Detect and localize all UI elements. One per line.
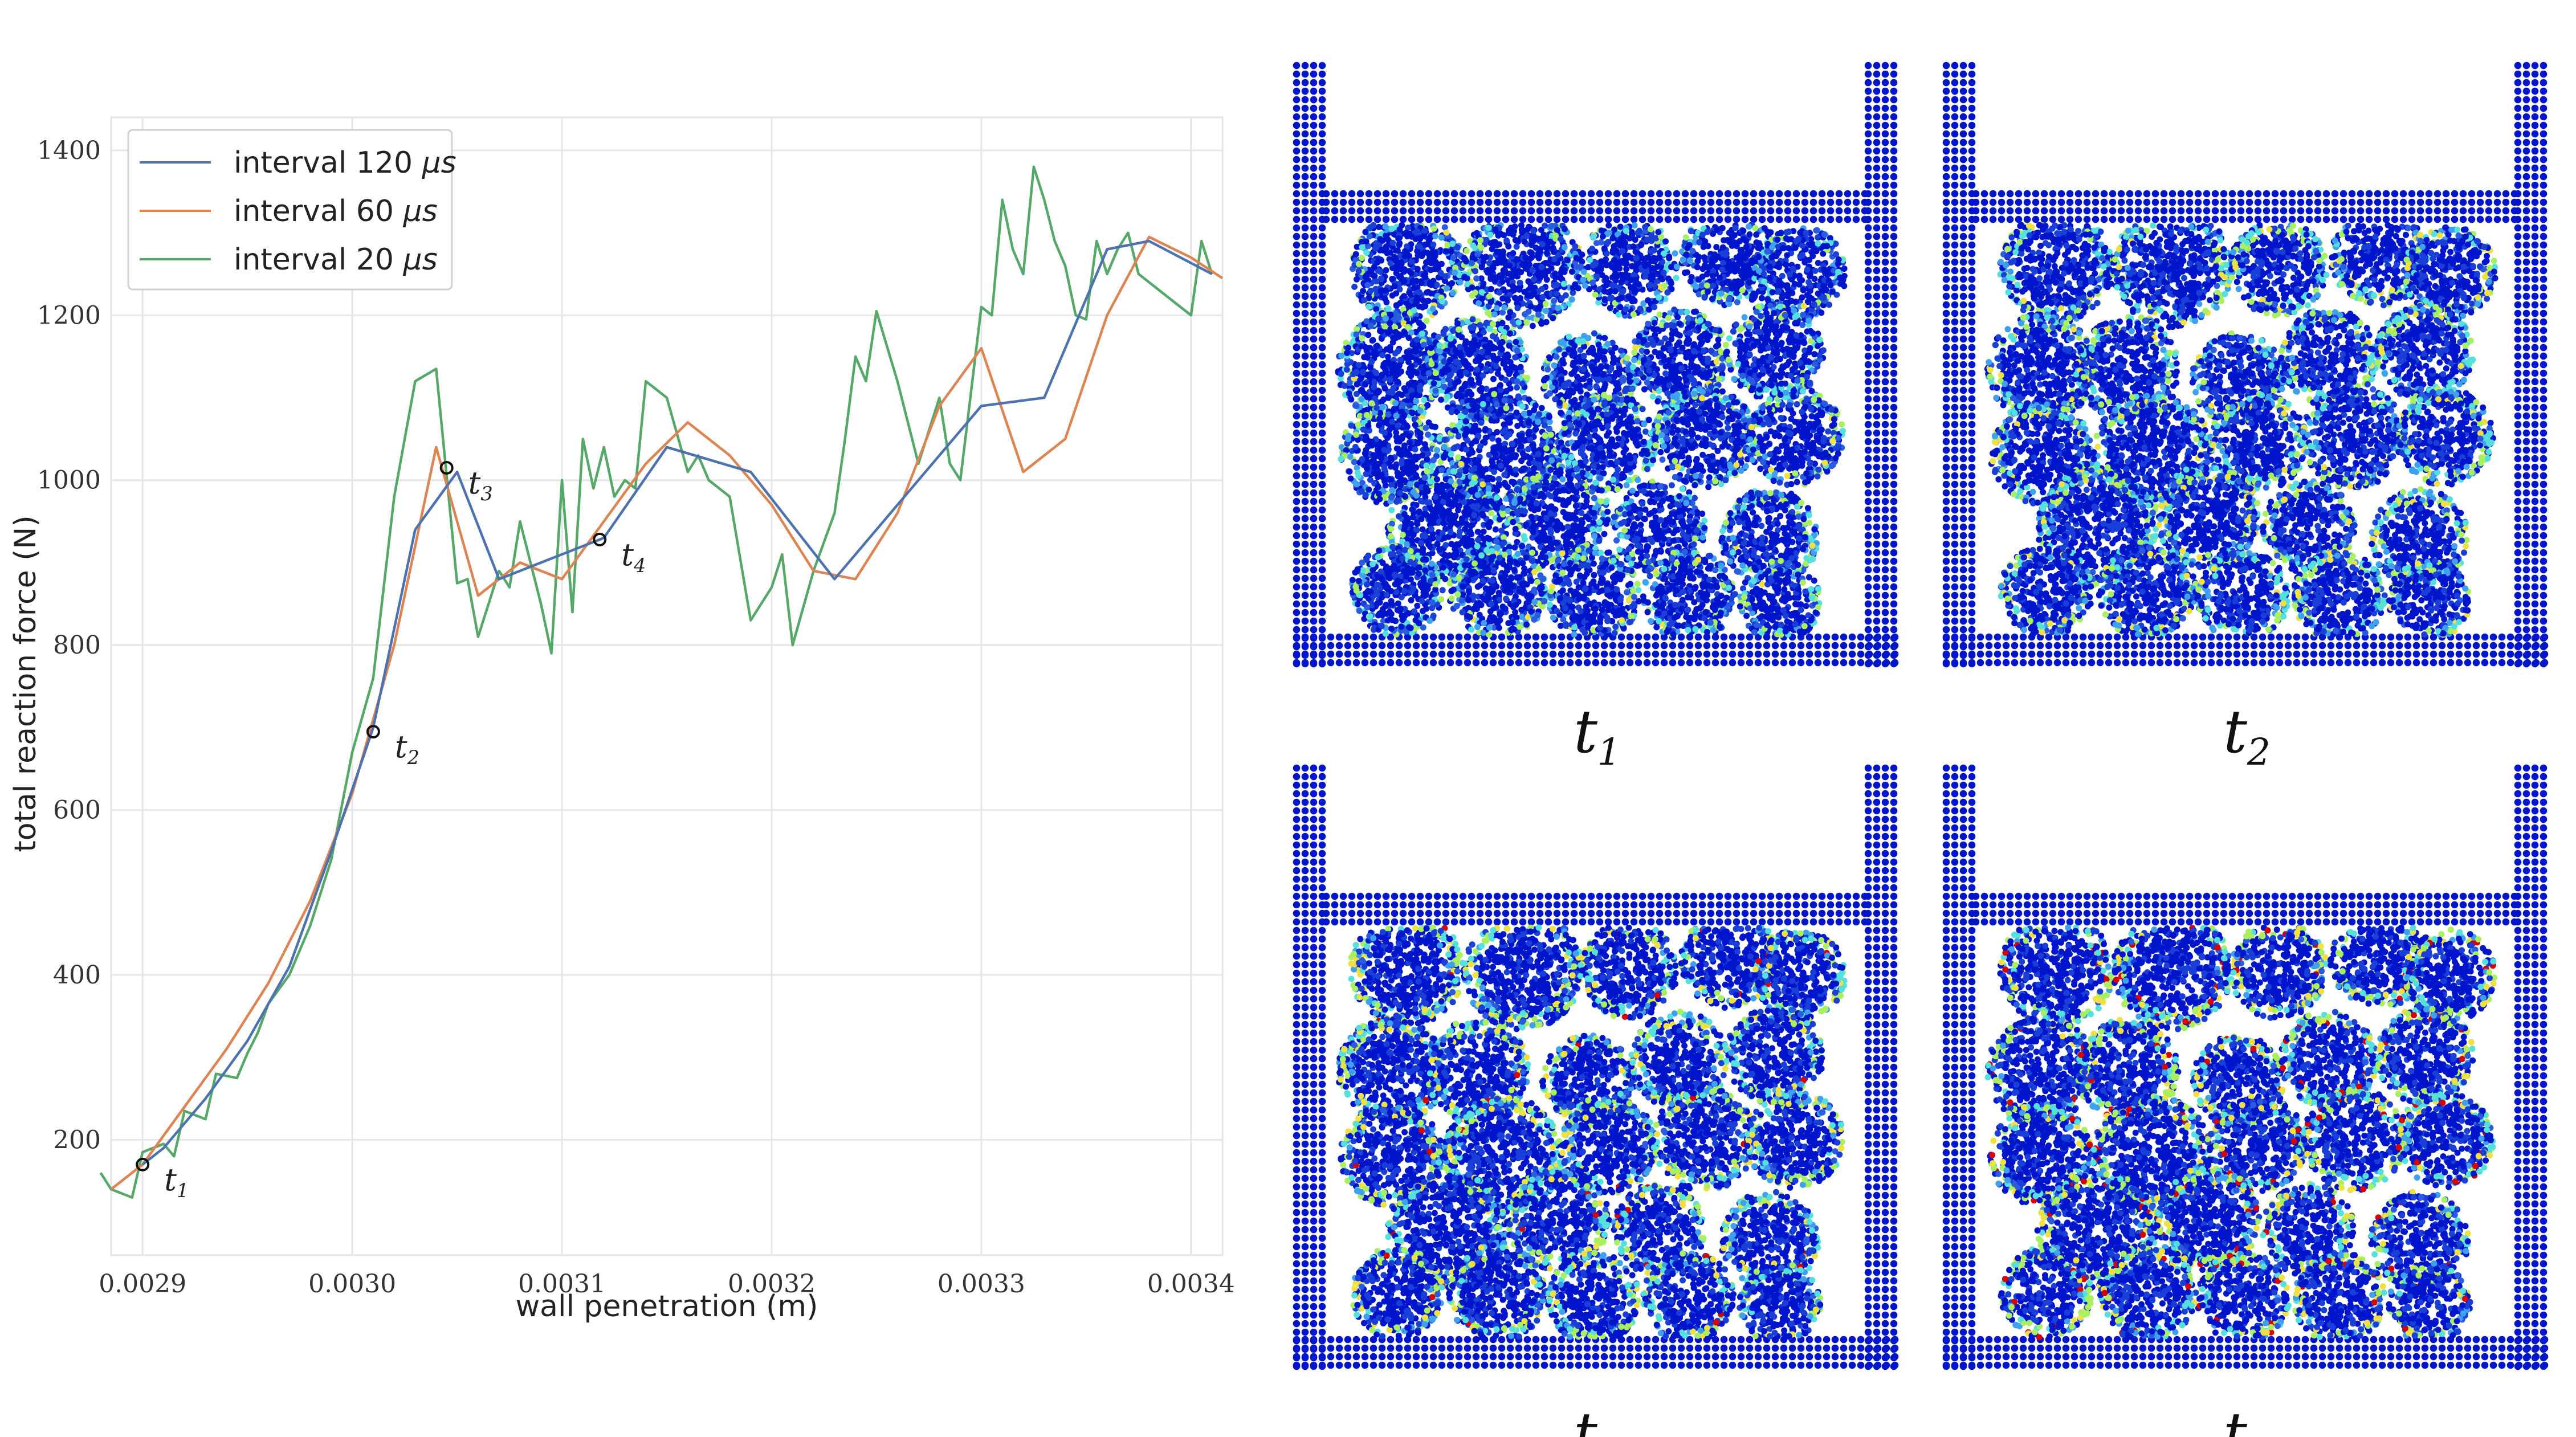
y-tick-label: 400 <box>53 961 101 990</box>
x-axis-label: wall penetration (m) <box>516 1289 818 1324</box>
y-tick-label: 600 <box>53 796 101 825</box>
x-tick-label: 0.0034 <box>1147 1269 1235 1299</box>
y-tick-label: 1000 <box>37 466 101 495</box>
legend-entry-1: interval 60 μs <box>234 194 438 228</box>
legend: interval 120 μs interval 60 μs interval … <box>128 130 456 289</box>
x-tick-label: 0.0033 <box>938 1269 1025 1299</box>
y-tick-label: 1400 <box>37 136 101 165</box>
legend-entry-2: interval 20 μs <box>234 243 438 277</box>
y-axis-label: total reaction force (N) <box>9 515 43 852</box>
legend-entry-0: interval 120 μs <box>234 146 456 180</box>
x-tick-label: 0.0029 <box>99 1269 186 1299</box>
x-tick-label: 0.0030 <box>308 1269 396 1299</box>
y-tick-label: 200 <box>53 1125 101 1154</box>
y-tick-label: 1200 <box>37 301 101 330</box>
y-tick-label: 800 <box>53 631 101 660</box>
